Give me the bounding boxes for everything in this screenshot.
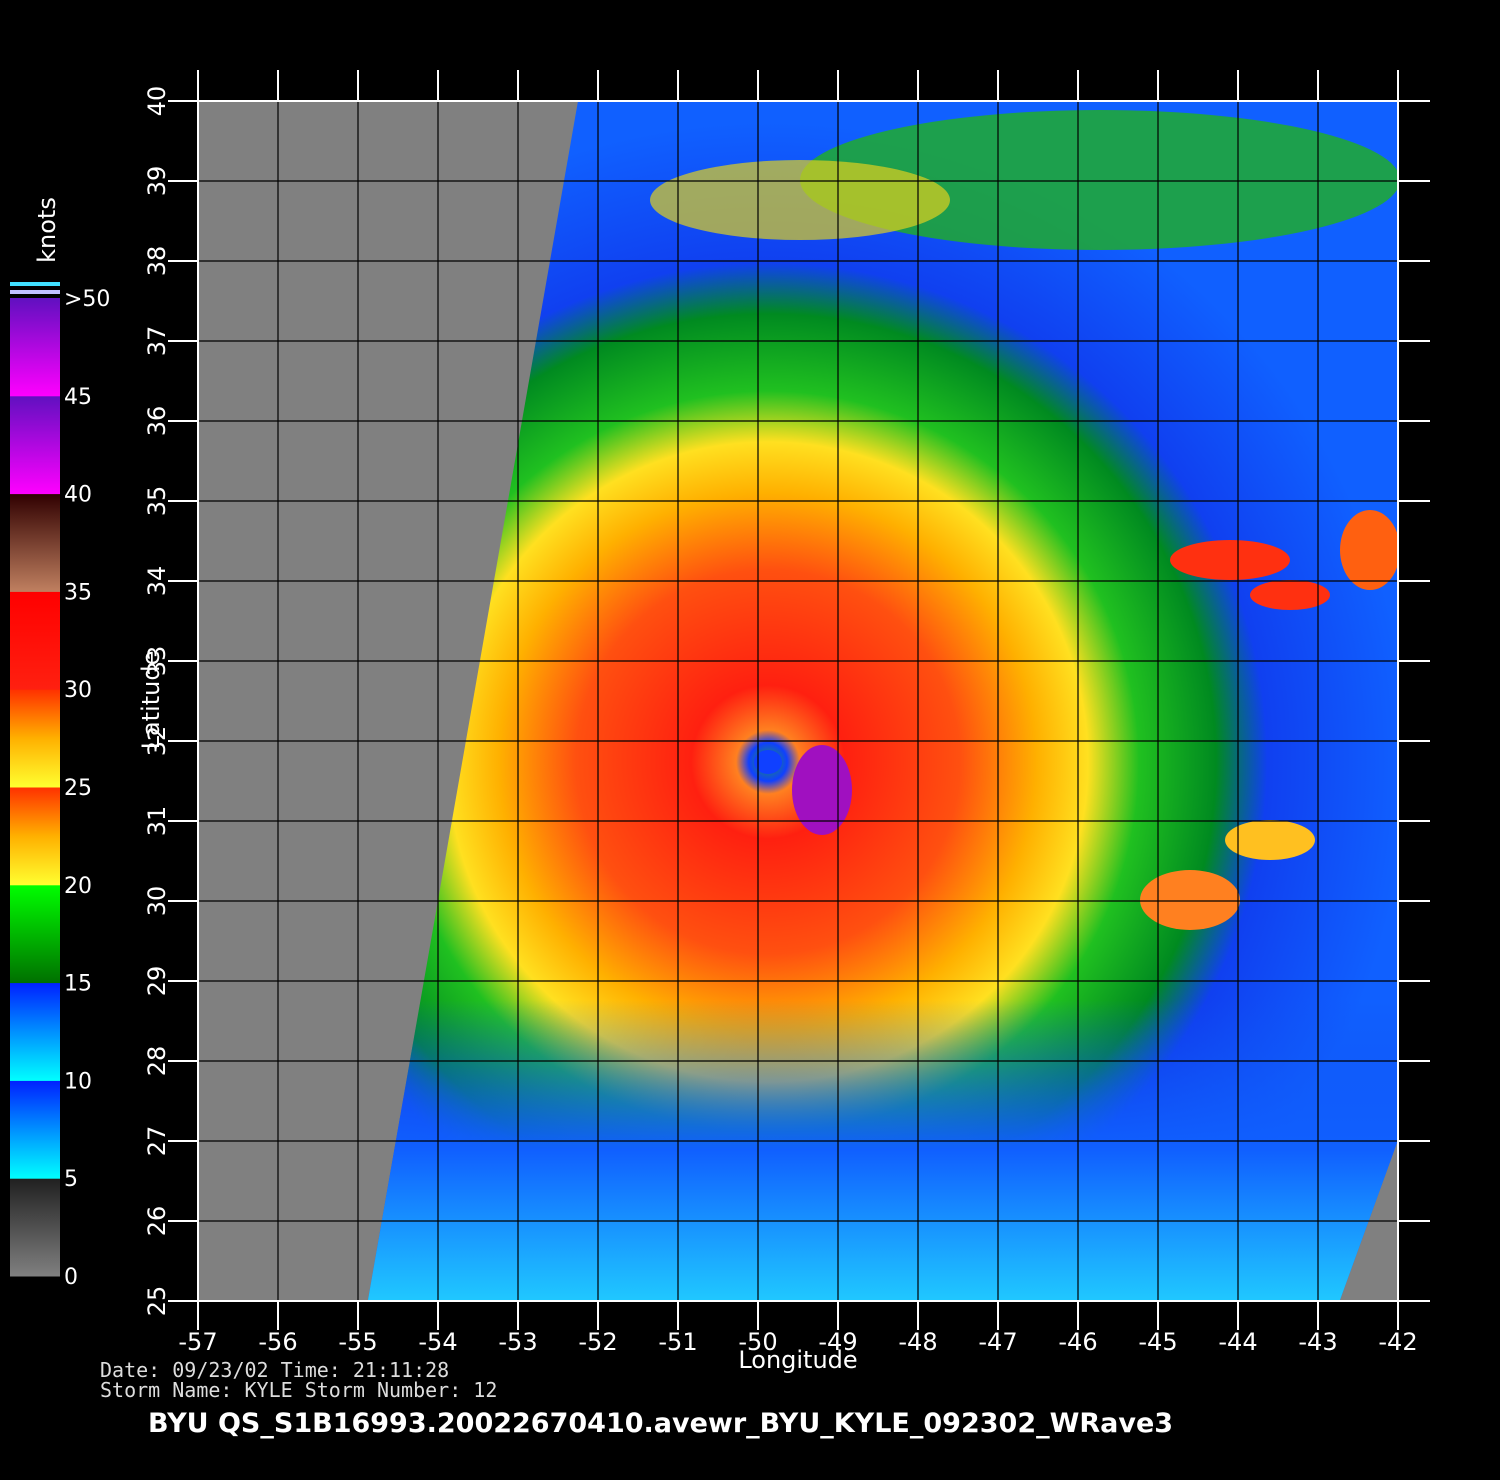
x-tick-label: -52 xyxy=(578,1328,617,1356)
colorbar-cap xyxy=(10,290,60,294)
y-tick-label: 38 xyxy=(143,246,171,277)
y-tick-label: 40 xyxy=(143,86,171,117)
y-tick-label: 25 xyxy=(143,1286,171,1317)
colorbar-band xyxy=(10,1178,60,1277)
colorbar-tick-label: 0 xyxy=(64,1265,78,1290)
x-tick-label: -53 xyxy=(498,1328,537,1356)
y-tick-label: 27 xyxy=(143,1126,171,1157)
x-tick-label: -51 xyxy=(658,1328,697,1356)
colorbar-tick-label: 10 xyxy=(64,1069,92,1094)
y-tick-label: 37 xyxy=(143,326,171,357)
product-title: BYU QS_S1B16993.20022670410.avewr_BYU_KY… xyxy=(148,1408,1173,1439)
x-tick-label: -57 xyxy=(178,1328,217,1356)
colorbar-tick-label: >50 xyxy=(64,287,110,312)
colorbar-band xyxy=(10,591,60,690)
x-tick-label: -54 xyxy=(418,1328,457,1356)
x-tick-label: -55 xyxy=(338,1328,377,1356)
y-tick-label: 39 xyxy=(143,166,171,197)
footer-date: Date: 09/23/02 Time: 21:11:28 xyxy=(100,1358,449,1382)
colorbar-tick-label: 45 xyxy=(64,385,92,410)
x-tick-label: -49 xyxy=(818,1328,857,1356)
y-tick-label: 31 xyxy=(143,806,171,837)
colorbar-band xyxy=(10,787,60,886)
y-tick-label: 36 xyxy=(143,406,171,437)
colorbar-tick-label: 35 xyxy=(64,580,92,605)
y-tick-label: 34 xyxy=(143,566,171,597)
x-tick-label: -56 xyxy=(258,1328,297,1356)
colorbar-band xyxy=(10,395,60,495)
x-tick-label: -50 xyxy=(738,1328,777,1356)
y-tick-label: 30 xyxy=(143,886,171,917)
colorbar-tick-label: 30 xyxy=(64,678,92,703)
y-tick-label: 28 xyxy=(143,1046,171,1077)
x-tick-label: -44 xyxy=(1218,1328,1257,1356)
colorbar-band xyxy=(10,689,60,788)
colorbar-label: knots xyxy=(33,197,61,263)
y-tick-label: 26 xyxy=(143,1206,171,1237)
colorbar-band xyxy=(10,884,60,984)
grid xyxy=(197,100,1399,1302)
footer-storm: Storm Name: KYLE Storm Number: 12 xyxy=(100,1378,497,1402)
colorbar-tick-label: 40 xyxy=(64,483,92,508)
colorbar-tick-label: 25 xyxy=(64,776,92,801)
colorbar-tick-label: 20 xyxy=(64,874,92,899)
y-tick-label: 32 xyxy=(143,726,171,757)
x-tick-label: -43 xyxy=(1298,1328,1337,1356)
x-tick-label: -48 xyxy=(898,1328,937,1356)
plot-frame xyxy=(197,100,1399,1302)
colorbar-band xyxy=(10,493,60,592)
x-axis-label: Longitude xyxy=(738,1346,857,1374)
colorbar-band xyxy=(10,298,60,397)
x-tick-label: -42 xyxy=(1378,1328,1417,1356)
colorbar-band xyxy=(10,1080,60,1179)
y-axis-label: Latitude xyxy=(137,651,165,750)
colorbar-band xyxy=(10,982,60,1081)
colorbar-tick-label: 5 xyxy=(64,1167,78,1192)
x-tick-label: -46 xyxy=(1058,1328,1097,1356)
y-tick-label: 29 xyxy=(143,966,171,997)
x-tick-label: -47 xyxy=(978,1328,1017,1356)
colorbar: 0 5 10 15 20 25 30 35 40 45 >50 xyxy=(10,282,110,1290)
y-tick-label: 33 xyxy=(143,646,171,677)
y-tick-label: 35 xyxy=(143,486,171,517)
colorbar-cap xyxy=(10,282,60,286)
colorbar-tick-label: 15 xyxy=(64,972,92,997)
x-tick-label: -45 xyxy=(1138,1328,1177,1356)
